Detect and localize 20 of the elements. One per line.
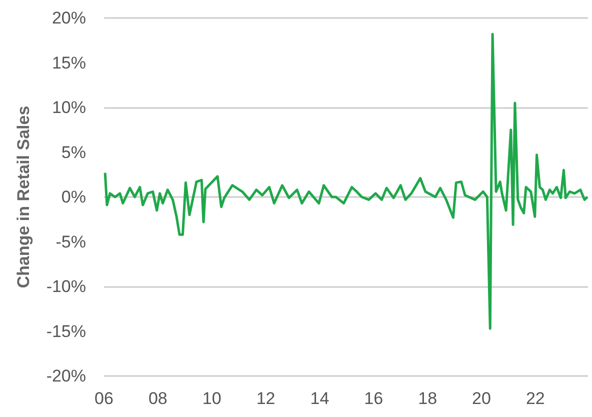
x-tick-label: 18	[418, 389, 438, 408]
y-tick-label: 0%	[61, 188, 86, 206]
y-tick-label: -5%	[56, 232, 86, 252]
x-tick-label: 14	[310, 389, 330, 408]
x-tick-label: 16	[364, 389, 384, 408]
y-tick-label: -15%	[46, 322, 86, 341]
y-tick-label: -10%	[46, 277, 86, 296]
y-tick-label: 20%	[52, 8, 86, 28]
x-tick-label: 10	[202, 389, 222, 408]
x-tick-label: 20	[472, 389, 491, 408]
x-tick-label: 08	[148, 389, 168, 408]
y-tick-label: 5%	[61, 142, 86, 162]
x-tick-label: 12	[256, 389, 276, 408]
y-tick-label: 10%	[52, 98, 86, 117]
y-axis-title: Change in Retail Sales	[14, 106, 33, 288]
x-tick-label: 22	[526, 389, 545, 408]
y-tick-label: -20%	[46, 366, 86, 386]
x-tick-label: 06	[94, 389, 114, 408]
line-series	[104, 32, 589, 330]
y-tick-label: 15%	[52, 53, 86, 72]
